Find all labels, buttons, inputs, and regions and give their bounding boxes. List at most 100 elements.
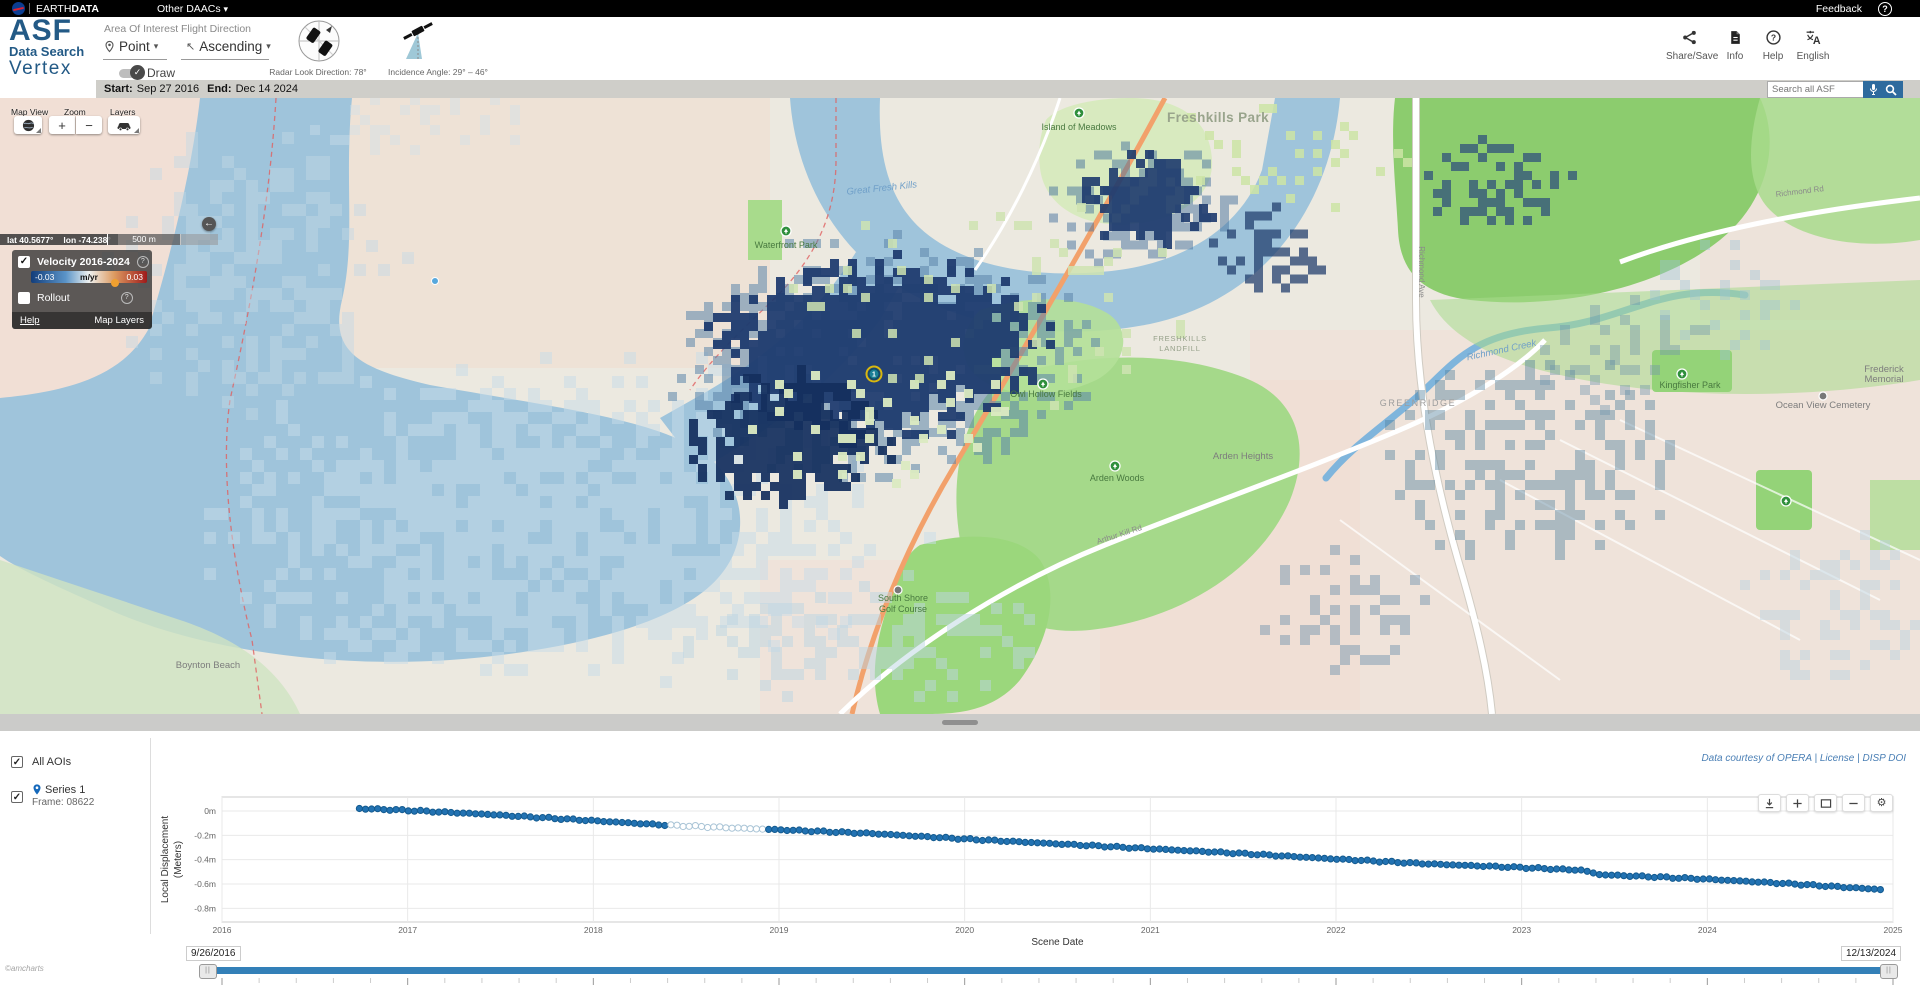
data-point[interactable] [771,825,779,834]
rollout-help-icon[interactable]: ? [120,292,133,304]
data-point[interactable] [1772,880,1781,888]
data-point[interactable] [1687,874,1695,882]
data-point[interactable] [1113,842,1121,850]
data-point[interactable] [636,820,645,828]
data-point[interactable] [868,830,877,838]
start-date-value[interactable]: Sep 27 2016 [136,83,200,95]
data-point[interactable] [801,827,809,835]
end-date-value[interactable]: Dec 14 2024 [235,83,298,95]
data-point[interactable] [844,828,852,836]
data-point[interactable] [1638,872,1646,880]
data-point[interactable] [1705,875,1714,883]
data-point[interactable] [972,836,980,844]
data-point[interactable] [1021,838,1029,847]
data-point[interactable] [740,824,748,832]
data-point[interactable] [1168,846,1176,854]
data-point[interactable] [1198,847,1207,856]
data-point[interactable] [826,828,834,836]
amcharts-attribution[interactable]: ©amcharts [5,964,44,973]
data-point[interactable] [1137,844,1145,852]
data-point[interactable] [1101,843,1109,851]
data-point[interactable] [783,826,791,835]
data-point[interactable] [966,835,974,843]
data-point[interactable] [1406,859,1414,867]
data-point[interactable] [997,837,1005,845]
data-point[interactable] [606,818,614,826]
data-point[interactable] [1046,839,1054,847]
data-point[interactable] [1015,838,1023,846]
data-point[interactable] [1369,857,1378,865]
data-point[interactable] [923,833,932,841]
data-point[interactable] [930,834,938,842]
data-point[interactable] [1540,865,1549,873]
data-point[interactable] [1522,864,1530,873]
help-button[interactable]: ? Help [1750,30,1796,62]
data-point[interactable] [1553,865,1561,873]
data-point[interactable] [386,806,394,814]
zoom-in-button[interactable]: + [49,116,75,134]
data-point[interactable] [978,836,987,845]
data-point[interactable] [722,824,730,832]
chart-reset-view-button[interactable] [1814,794,1837,812]
data-point[interactable] [1571,866,1579,874]
data-point[interactable] [423,807,431,815]
data-point[interactable] [520,812,528,820]
draw-toggle[interactable]: ✓ Draw [119,65,175,80]
data-point[interactable] [1876,886,1885,894]
data-point[interactable] [1565,866,1573,874]
data-point[interactable] [1528,864,1536,872]
data-point[interactable] [1632,872,1640,880]
data-point[interactable] [1589,869,1597,877]
displacement-chart[interactable]: 2016 2017 2018 2019 2020 2021 2022 2023 2024 2025… [0,731,1920,985]
data-point[interactable] [1834,882,1842,890]
data-point[interactable] [1821,882,1830,891]
data-point[interactable] [1088,841,1097,849]
data-point[interactable] [1766,878,1775,887]
data-point[interactable] [1614,871,1622,879]
map-view-button[interactable] [14,116,42,134]
data-point[interactable] [820,827,828,835]
data-point[interactable] [508,812,516,820]
data-point[interactable] [1382,857,1390,866]
data-point[interactable] [1461,861,1469,869]
data-point[interactable] [1608,871,1616,879]
data-point[interactable] [1559,865,1567,873]
data-point[interactable] [1583,867,1591,875]
data-point[interactable] [862,829,871,837]
data-point[interactable] [1498,863,1506,871]
data-point[interactable] [1394,859,1402,867]
data-point[interactable] [1797,881,1805,889]
slider-right-handle[interactable]: || [1880,964,1898,979]
data-point[interactable] [1675,874,1683,882]
data-point[interactable] [1577,866,1585,874]
data-point[interactable] [1467,861,1475,869]
data-point[interactable] [1357,856,1365,865]
chart-settings-button[interactable]: ⚙ [1870,794,1893,812]
data-point[interactable] [435,808,443,816]
flight-direction-dropdown[interactable]: ↖ Ascending ▾ [186,39,271,54]
disp-doi-link[interactable]: DISP DOI [1862,753,1906,764]
data-point[interactable] [392,806,400,814]
data-point[interactable] [1644,873,1652,881]
data-point[interactable] [361,805,370,813]
data-point[interactable] [1076,841,1084,850]
data-point[interactable] [532,814,541,822]
data-point[interactable] [1534,864,1542,872]
data-point[interactable] [1718,876,1726,884]
data-point[interactable] [1748,878,1756,886]
data-point[interactable] [1473,862,1481,870]
data-point[interactable] [1180,847,1188,855]
data-point[interactable] [881,830,889,838]
data-point[interactable] [1363,856,1371,864]
data-point[interactable] [1211,848,1219,856]
data-point[interactable] [1864,885,1872,893]
data-point[interactable] [1791,880,1799,888]
data-point[interactable] [710,823,718,831]
panel-resize-divider[interactable] [0,714,1920,731]
data-point[interactable] [807,828,816,836]
data-point[interactable] [1669,874,1677,882]
data-point[interactable] [893,831,901,839]
data-point[interactable] [905,832,913,840]
data-point[interactable] [1223,849,1231,857]
layers-button[interactable] [108,116,140,134]
